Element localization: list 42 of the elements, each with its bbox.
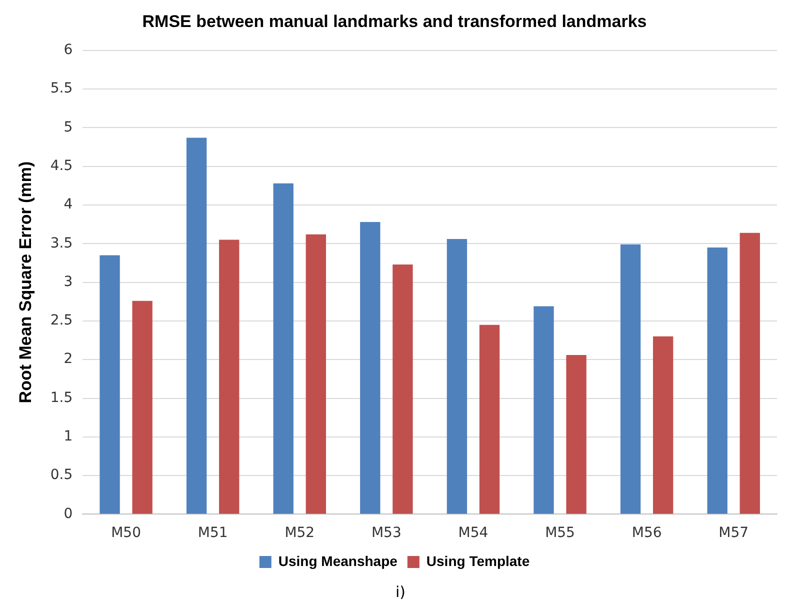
y-tick-label: 2.5 [50, 312, 73, 329]
bar [392, 264, 413, 514]
x-tick-label: M54 [458, 525, 488, 542]
bar [534, 306, 554, 514]
y-tick-label: 5 [64, 119, 73, 136]
y-tick-label: 1.5 [50, 390, 73, 406]
bar [707, 248, 728, 514]
x-tick-label: M55 [545, 525, 575, 542]
bar [273, 183, 294, 514]
y-tick-label: 3.5 [50, 235, 73, 252]
bar [740, 232, 760, 514]
x-tick-label: M52 [284, 525, 315, 542]
bar [479, 324, 500, 514]
bar [566, 354, 586, 514]
chart-title: RMSE between manual landmarks and transformed landmarks [142, 12, 647, 31]
y-tick-label: 1 [64, 428, 73, 445]
y-tick-label: 0 [64, 506, 73, 522]
text: i) [394, 583, 407, 601]
y-axis-title: Root Mean Square Error (mm) [16, 161, 35, 404]
y-tick-label: 3 [64, 274, 73, 290]
x-tick-label: M51 [198, 525, 228, 542]
bar [620, 244, 641, 514]
y-tick-label: 0.5 [50, 467, 73, 484]
x-tick-label: M57 [718, 525, 749, 542]
y-tick-label: 6 [64, 42, 73, 58]
y-tick-label: 5.5 [50, 80, 73, 97]
x-tick-label: M50 [111, 525, 142, 542]
x-tick-label: M53 [371, 525, 402, 542]
y-tick-label: 4 [64, 196, 73, 213]
bar [360, 222, 380, 514]
bar [100, 255, 120, 514]
legend-label: Using Template [426, 552, 530, 569]
x-tick-label: M56 [632, 525, 662, 542]
bar [132, 300, 152, 514]
bar [219, 240, 240, 514]
bar [446, 239, 468, 514]
y-tick-label: 2 [64, 351, 73, 368]
bar [186, 138, 207, 514]
legend-label: Using Meanshape [278, 552, 398, 569]
y-tick-label: 4.5 [50, 158, 73, 174]
bar [306, 234, 326, 514]
bar [652, 336, 674, 514]
